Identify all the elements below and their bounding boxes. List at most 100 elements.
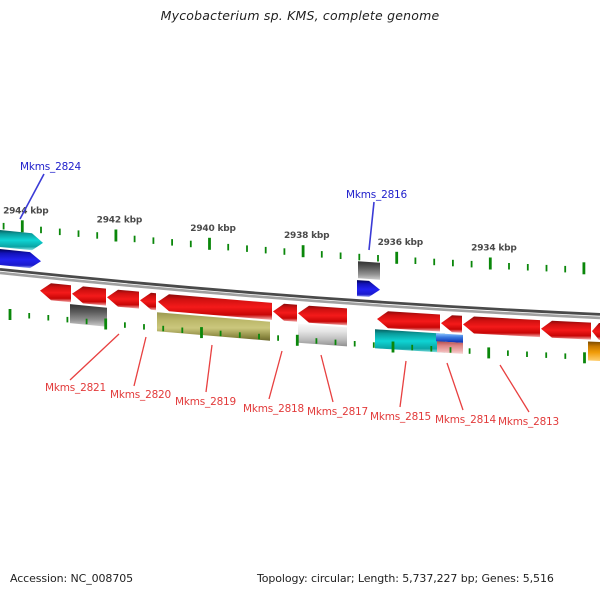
feature-tick — [526, 351, 528, 357]
feature-tick — [28, 313, 31, 319]
gene-red-13[interactable] — [463, 316, 540, 338]
gene-label-Mkms_2824[interactable]: Mkms_2824 — [20, 161, 82, 173]
scale-label: 2944 kbp — [3, 206, 49, 216]
feature-tick — [430, 346, 433, 352]
scale-tick — [152, 237, 155, 244]
gene-red-7[interactable] — [140, 292, 156, 311]
scale-label: 2934 kbp — [471, 244, 517, 254]
scale-tick — [582, 262, 586, 275]
gene-red-9[interactable] — [273, 303, 297, 322]
gene-label-Mkms_2817[interactable]: Mkms_2817 — [307, 406, 368, 418]
gene-label-Mkms_2818[interactable]: Mkms_2818 — [243, 403, 304, 415]
gene-red-15[interactable] — [592, 323, 600, 341]
feature-tick — [583, 352, 586, 364]
scale-tick — [264, 246, 267, 254]
gene-red-10[interactable] — [298, 305, 347, 326]
leader-line-Mkms_2816 — [368, 201, 375, 251]
feature-tick — [545, 352, 548, 358]
feature-tick — [124, 322, 126, 328]
feature-tick — [47, 315, 50, 321]
gene-label-Mkms_2819[interactable]: Mkms_2819 — [175, 396, 236, 408]
gene-cyan-19[interactable] — [375, 329, 445, 353]
gene-orange-22[interactable] — [588, 341, 600, 362]
scale-label: 2942 kbp — [97, 216, 143, 226]
scale-tick — [414, 257, 417, 264]
gene-silver-18[interactable] — [298, 323, 347, 347]
scale-tick — [2, 222, 5, 230]
gene-red-12[interactable] — [441, 315, 462, 333]
feature-tick — [353, 341, 356, 347]
scale-tick — [96, 232, 99, 239]
feature-tick — [564, 353, 567, 359]
gene-bluesmall-20[interactable] — [436, 333, 463, 343]
feature-tick — [66, 316, 69, 323]
feature-tick — [449, 347, 452, 353]
scale-tick — [452, 259, 454, 267]
scale-tick — [301, 245, 305, 258]
scale-tick — [171, 239, 173, 246]
gene-blue-3[interactable] — [357, 280, 380, 297]
gene-olive-17[interactable] — [157, 312, 270, 341]
feature-tick — [143, 324, 145, 330]
scale-tick — [339, 252, 342, 259]
scale-tick — [246, 245, 248, 252]
leader-line-Mkms_2814 — [446, 362, 464, 411]
gene-red-4[interactable] — [40, 283, 71, 303]
scale-tick — [77, 230, 80, 237]
gene-label-Mkms_2820[interactable]: Mkms_2820 — [110, 389, 171, 401]
feature-tick — [507, 350, 509, 356]
gene-red-8[interactable] — [158, 294, 272, 320]
feature-tick — [411, 344, 414, 351]
scale-tick — [320, 251, 323, 258]
feature-tick — [85, 318, 88, 325]
feature-tick — [8, 309, 12, 320]
leader-line-Mkms_2815 — [399, 360, 407, 408]
gene-label-Mkms_2813[interactable]: Mkms_2813 — [498, 416, 559, 428]
leader-line-Mkms_2817 — [320, 354, 334, 403]
scale-tick — [40, 226, 42, 234]
gene-grayf-16[interactable] — [70, 304, 107, 327]
feature-tick — [258, 333, 260, 340]
gene-cyan-0[interactable] — [0, 230, 43, 251]
feature-tick — [238, 332, 241, 338]
scale-tick — [526, 264, 529, 271]
feature-tick — [487, 347, 491, 359]
status-topology: Topology: circular; Length: 5,737,227 bp… — [257, 572, 554, 585]
feature-tick — [315, 338, 318, 344]
gene-label-Mkms_2821[interactable]: Mkms_2821 — [45, 382, 106, 394]
scale-tick — [470, 260, 473, 268]
gene-blue-1[interactable] — [0, 249, 41, 269]
scale-label: 2940 kbp — [190, 224, 236, 234]
gene-red-14[interactable] — [541, 320, 591, 340]
scale-tick — [283, 248, 286, 255]
feature-tick — [181, 327, 184, 333]
scale-tick — [395, 251, 399, 264]
gene-red-5[interactable] — [72, 286, 106, 306]
scale-tick — [58, 228, 61, 236]
status-accession: Accession: NC_008705 — [10, 572, 134, 585]
leader-line-Mkms_2820 — [133, 336, 147, 387]
leader-line-Mkms_2818 — [268, 350, 283, 400]
feature-tick — [277, 335, 279, 341]
scale-tick — [189, 240, 192, 248]
leader-line-Mkms_2824 — [19, 173, 45, 220]
leader-line-Mkms_2813 — [499, 364, 530, 413]
scale-tick — [545, 264, 548, 272]
gene-label-Mkms_2814[interactable]: Mkms_2814 — [435, 414, 497, 426]
feature-tick — [219, 330, 222, 337]
feature-tick — [162, 325, 165, 332]
genome-backbone-shadow — [0, 271, 600, 320]
gene-red-11[interactable] — [377, 311, 440, 332]
gene-label-Mkms_2815[interactable]: Mkms_2815 — [370, 411, 431, 423]
scale-tick — [133, 235, 136, 243]
scale-label: 2936 kbp — [378, 238, 424, 248]
feature-tick — [200, 327, 203, 339]
gene-red-6[interactable] — [107, 289, 139, 309]
feature-tick — [468, 348, 471, 354]
scale-tick — [564, 265, 567, 273]
page-title: Mycobacterium sp. KMS, complete genome — [160, 8, 440, 23]
gene-grayf-2[interactable] — [358, 261, 380, 280]
gene-label-Mkms_2816[interactable]: Mkms_2816 — [346, 189, 408, 201]
scale-tick — [227, 243, 230, 251]
